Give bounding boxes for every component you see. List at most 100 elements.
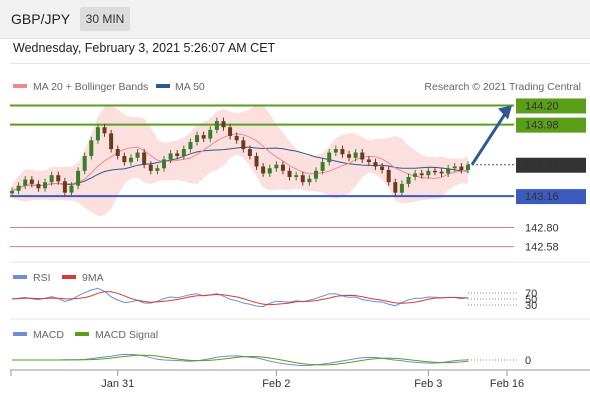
candle-body bbox=[221, 121, 226, 128]
ma20-legend-swatch bbox=[13, 84, 27, 88]
x-axis: Jan 31 Feb 2 Feb 3 Feb 16 bbox=[10, 370, 524, 390]
candle-body bbox=[247, 149, 252, 157]
forecast-arrow-head bbox=[498, 105, 512, 120]
level-label-142-80: 142.80 bbox=[525, 222, 559, 234]
candle-body bbox=[168, 153, 173, 160]
candle-body bbox=[109, 133, 114, 150]
candle-body bbox=[102, 127, 107, 134]
candle-body bbox=[393, 182, 398, 193]
candle-body bbox=[439, 171, 444, 174]
candle-body bbox=[267, 168, 272, 174]
ma20-legend-label: MA 20 + Bollinger Bands bbox=[33, 81, 148, 93]
x-tick-label: Feb 16 bbox=[490, 378, 524, 390]
forecast-arrow bbox=[470, 111, 508, 166]
candle-body bbox=[261, 166, 266, 174]
candle-body bbox=[300, 175, 305, 183]
copyright-text: Research © 2021 Trading Central bbox=[424, 81, 581, 93]
candle-body bbox=[419, 173, 424, 176]
macd-signal-legend-label: MACD Signal bbox=[95, 329, 158, 341]
chart-frame bbox=[10, 63, 590, 394]
level-badge-143-16 bbox=[516, 189, 586, 205]
candle-body bbox=[452, 166, 457, 169]
macd-signal-legend-swatch bbox=[75, 332, 89, 336]
candle-body bbox=[29, 179, 34, 184]
macd-legend-swatch bbox=[13, 332, 27, 336]
candle-body bbox=[241, 140, 246, 150]
ma20-line bbox=[11, 133, 469, 192]
level-label-143-16: 143.16 bbox=[525, 191, 559, 203]
rsi-ma-legend-swatch bbox=[62, 275, 76, 279]
candle-body bbox=[208, 129, 213, 139]
main-plot: 144.20 143.98 143.16 142.80 142.58 143.52 bbox=[10, 98, 586, 254]
candle-body bbox=[254, 156, 259, 167]
candle-body bbox=[162, 159, 166, 169]
rsi-level-label-30: 30 bbox=[525, 300, 537, 312]
candle-body bbox=[62, 181, 67, 193]
candle-body bbox=[148, 164, 153, 171]
candle-body bbox=[413, 173, 418, 177]
candle-body bbox=[115, 149, 120, 157]
top-bar: GBP/JPY 30 MIN bbox=[0, 0, 590, 39]
candle-body bbox=[280, 164, 285, 171]
candle-body bbox=[82, 156, 87, 171]
symbol-title: GBP/JPY bbox=[11, 11, 71, 27]
rsi-legend-swatch bbox=[13, 275, 27, 279]
candle-body bbox=[366, 159, 371, 163]
candle-body bbox=[399, 183, 404, 193]
candle-body bbox=[195, 135, 200, 143]
candle-body bbox=[406, 176, 411, 184]
macd-legend-label: MACD bbox=[33, 329, 64, 341]
current-price-label: 143.52 bbox=[525, 160, 559, 172]
level-label-143-98: 143.98 bbox=[525, 120, 559, 132]
candle-body bbox=[426, 170, 431, 176]
candle-body bbox=[432, 170, 437, 173]
macd-panel: 0 bbox=[12, 353, 531, 367]
timeframe-button[interactable]: 30 MIN bbox=[80, 7, 130, 31]
candle-body bbox=[43, 182, 48, 189]
rsi-ma-line bbox=[11, 291, 469, 306]
candle-body bbox=[95, 127, 100, 141]
level-badge-143-98 bbox=[516, 117, 586, 133]
rsi-ma-legend-label: 9MA bbox=[82, 272, 104, 284]
candle-body bbox=[287, 170, 292, 177]
candle-body bbox=[76, 170, 81, 186]
candle-body bbox=[466, 164, 470, 170]
candle-body bbox=[69, 185, 74, 193]
candle-body bbox=[347, 154, 352, 158]
candle-body bbox=[353, 152, 358, 158]
candle-body bbox=[294, 175, 299, 177]
candle-body bbox=[340, 149, 345, 155]
candle-body bbox=[10, 190, 14, 194]
candle-body bbox=[320, 162, 325, 171]
candle-body bbox=[201, 135, 206, 139]
ma50-legend-swatch bbox=[156, 84, 170, 88]
candle-body bbox=[89, 140, 94, 157]
candle-body bbox=[142, 152, 147, 165]
candle-body bbox=[128, 157, 133, 163]
candle-body bbox=[386, 169, 391, 183]
candle-body bbox=[274, 164, 279, 169]
candle-body bbox=[234, 135, 239, 141]
level-label-144-20: 144.20 bbox=[525, 100, 559, 112]
x-tick-label: Feb 3 bbox=[414, 378, 442, 390]
ma50-line bbox=[11, 146, 469, 192]
x-tick-label: Feb 2 bbox=[262, 378, 290, 390]
candle-body bbox=[373, 162, 378, 167]
candle-body bbox=[36, 183, 41, 189]
candle-body bbox=[327, 152, 332, 163]
candle-body bbox=[307, 178, 312, 183]
candle-body bbox=[188, 142, 193, 150]
macd-line bbox=[12, 353, 469, 367]
ma50-legend-label: MA 50 bbox=[175, 81, 205, 93]
candle-body bbox=[135, 152, 140, 158]
candle-body bbox=[181, 149, 186, 157]
rsi-level-label-50: 50 bbox=[525, 294, 537, 306]
candle-body bbox=[155, 168, 160, 171]
candle-body bbox=[228, 127, 233, 136]
candle-body bbox=[56, 175, 61, 182]
candle-body bbox=[122, 156, 127, 163]
candle-body bbox=[314, 170, 318, 179]
bollinger-band bbox=[12, 104, 468, 217]
